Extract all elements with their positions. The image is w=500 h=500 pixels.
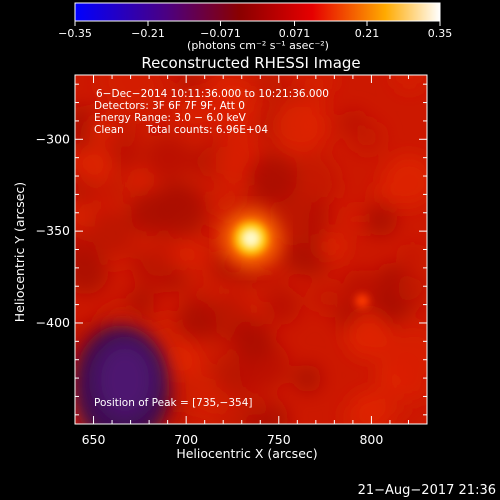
annotation-total-counts: Total counts: 6.96E+04	[145, 124, 268, 136]
texture-blob	[258, 260, 284, 286]
annotation-time-range: 6−Dec−2014 10:11:36.000 to 10:21:36.000	[96, 88, 329, 100]
texture-blob	[287, 153, 337, 203]
texture-blob	[318, 232, 347, 261]
x-tick-label: 750	[267, 432, 291, 447]
colorbar-tick-label: −0.21	[131, 27, 165, 40]
texture-blob	[154, 183, 208, 237]
texture-blob	[312, 283, 343, 313]
texture-blob	[232, 319, 274, 361]
y-tick-label: −300	[36, 131, 70, 146]
colorbar	[74, 2, 441, 22]
texture-blob	[166, 341, 204, 379]
texture-blob	[293, 364, 322, 393]
colorbar-tick-label: −0.35	[58, 27, 92, 40]
texture-blob	[397, 271, 427, 304]
texture-blob	[346, 313, 392, 359]
texture-blob	[393, 75, 426, 92]
texture-blob	[184, 283, 209, 307]
y-axis-label: Heliocentric Y (arcsec)	[12, 182, 27, 322]
texture-blob	[215, 358, 252, 395]
texture-blob	[144, 134, 192, 181]
texture-blob	[353, 390, 389, 424]
texture-blob	[388, 327, 427, 381]
texture-blob	[401, 372, 427, 401]
texture-blob	[219, 110, 257, 149]
x-axis-label: Heliocentric X (arcsec)	[176, 446, 317, 461]
annotation-clean: Clean	[94, 124, 124, 136]
x-tick-label: 650	[82, 432, 106, 447]
texture-blob	[248, 153, 298, 203]
annotation-detectors: Detectors: 3F 6F 7F 9F, Att 0	[94, 100, 245, 112]
texture-blob	[102, 177, 127, 202]
texture-blob	[187, 148, 217, 177]
annotation-peak-position: Position of Peak = [735,−354]	[94, 397, 253, 409]
texture-blob	[178, 241, 202, 265]
y-tick-label: −400	[36, 315, 70, 330]
texture-blob	[295, 75, 316, 89]
annotation-energy: Energy Range: 3.0 − 6.0 keV	[94, 112, 247, 124]
texture-blob	[87, 209, 135, 257]
negative-region-core	[94, 341, 156, 418]
texture-blob	[176, 300, 217, 341]
secondary-peak	[355, 293, 370, 308]
texture-blob	[75, 249, 109, 295]
chart-title: Reconstructed RHESSI Image	[141, 54, 360, 72]
texture-blob	[345, 207, 370, 231]
colorbar-tick-label: 0.35	[428, 27, 453, 40]
texture-blob	[172, 89, 218, 134]
peak-core	[241, 228, 261, 249]
texture-blob	[351, 121, 384, 154]
colorbar-tick-label: 0.071	[279, 27, 311, 40]
texture-blob	[271, 99, 325, 153]
texture-blob	[262, 286, 301, 325]
texture-blob	[363, 202, 398, 237]
colorbar-tick-label: −0.071	[200, 27, 241, 40]
texture-blob	[112, 118, 143, 149]
texture-blob	[133, 251, 176, 294]
texture-blob	[383, 155, 427, 207]
colorbar-ticks: −0.35 −0.21 −0.071 0.071 0.21 0.35	[58, 21, 452, 40]
texture-blob	[310, 75, 336, 93]
texture-blob	[152, 228, 176, 253]
texture-blob	[76, 145, 114, 184]
texture-blob	[168, 413, 189, 424]
texture-blob	[130, 170, 152, 192]
texture-blob	[88, 119, 112, 144]
texture-blob	[341, 269, 382, 310]
footer-timestamp: 21−Aug−2017 21:36	[358, 483, 496, 498]
plot-image	[75, 75, 427, 424]
x-tick-label: 800	[359, 432, 383, 447]
texture-blob	[402, 243, 424, 266]
colorbar-tick-label: 0.21	[355, 27, 380, 40]
texture-blob	[98, 75, 146, 103]
texture-blob	[249, 392, 273, 416]
x-tick-label: 700	[174, 432, 198, 447]
colorbar-unit-label: (photons cm⁻² s⁻¹ asec⁻²)	[187, 39, 329, 52]
y-tick-label: −350	[36, 223, 70, 238]
axis-ticks: 650 700 750 800 −300 −350 −400	[36, 75, 428, 447]
